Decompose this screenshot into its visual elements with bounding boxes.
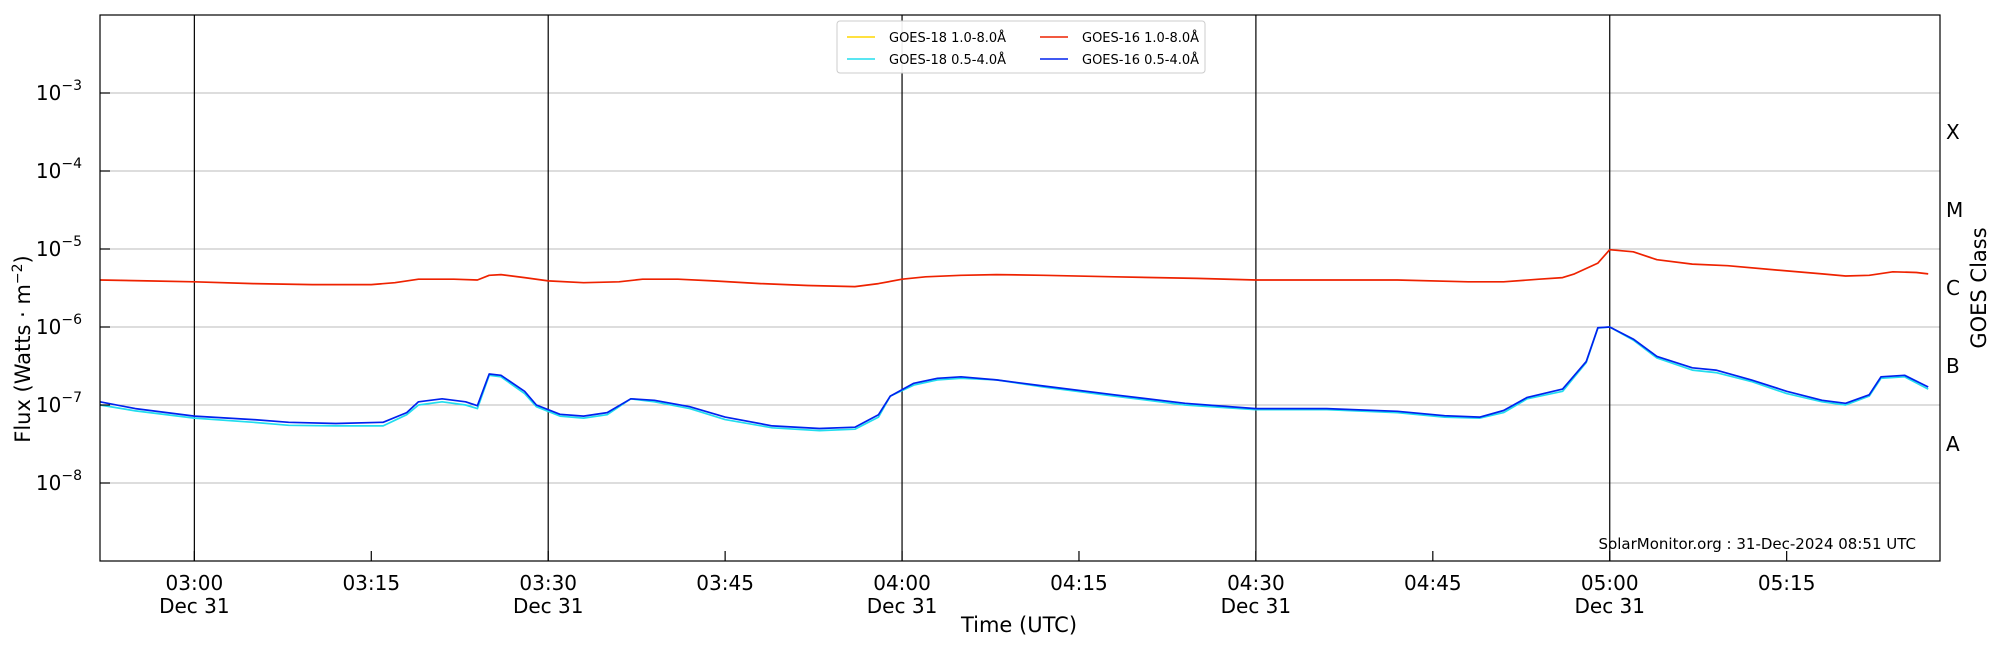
legend: GOES-18 1.0-8.0Å GOES-18 0.5-4.0Å GOES-16 … [836,20,1206,74]
plot-frame [99,14,1941,562]
x-tick-label: 04:30 [1227,571,1285,595]
y-axis-title-close: ) [11,255,35,263]
x-tick-date-label: Dec 31 [1221,594,1292,618]
y-tick-label: 10−6 [36,312,82,339]
x-tick-date-label: Dec 31 [867,594,938,618]
goes-class-label-x: X [1946,120,1960,144]
goes-class-label-b: B [1946,354,1960,378]
goes-class-label-c: C [1946,276,1960,300]
x-tick-label: 05:15 [1758,571,1816,595]
series-line-goes-16-1-0-8-0- [99,248,1929,288]
x-tick-label: 04:00 [873,571,931,595]
grid-lines [100,92,1940,484]
x-tick-date-label: Dec 31 [159,594,230,618]
y-tick-label: 10−5 [36,234,82,261]
x-tick-date-label: Dec 31 [513,594,584,618]
y-tick-label: 10−8 [36,468,82,495]
legend-label: GOES-16 1.0-8.0Å [1082,30,1199,46]
legend-label: GOES-18 0.5-4.0Å [889,52,1006,68]
legend-label: GOES-18 1.0-8.0Å [889,30,1006,46]
flux-series [99,248,1929,432]
y-tick-label: 10−3 [36,78,82,105]
y-axis-title: Flux (Watts · m−2) [10,255,35,443]
legend-label: GOES-16 0.5-4.0Å [1082,52,1199,68]
series-line-goes-16-0-5-4-0- [99,326,1929,430]
credit-text: SolarMonitor.org : 31-Dec-2024 08:51 UTC [1599,535,1916,553]
y-axis-title-exponent: −2 [10,263,26,284]
goes-class-label-a: A [1946,432,1960,456]
x-tick-label: 05:00 [1581,571,1639,595]
hour-markers [193,15,1611,561]
x-tick-label: 03:15 [342,571,400,595]
series-line-goes-18-0-5-4-0- [99,326,1929,432]
y-axis-title-main: Flux (Watts · m [11,284,35,443]
svg-text:Flux (Watts · m−2): Flux (Watts · m−2) [10,255,35,443]
x-tick-label: 04:15 [1050,571,1108,595]
goes-class-label-m: M [1946,198,1963,222]
goes-class-axis-title: GOES Class [1967,227,1991,348]
legend-box [836,20,1206,74]
x-tick-date-label: Dec 31 [1574,594,1645,618]
x-tick-label: 03:00 [166,571,224,595]
y-tick-label: 10−4 [36,156,82,183]
y-tick-label: 10−7 [36,390,82,417]
x-axis-title: Time (UTC) [960,613,1077,637]
x-tick-label: 03:30 [519,571,577,595]
x-tick-label: 04:45 [1404,571,1462,595]
x-tick-label: 03:45 [696,571,754,595]
